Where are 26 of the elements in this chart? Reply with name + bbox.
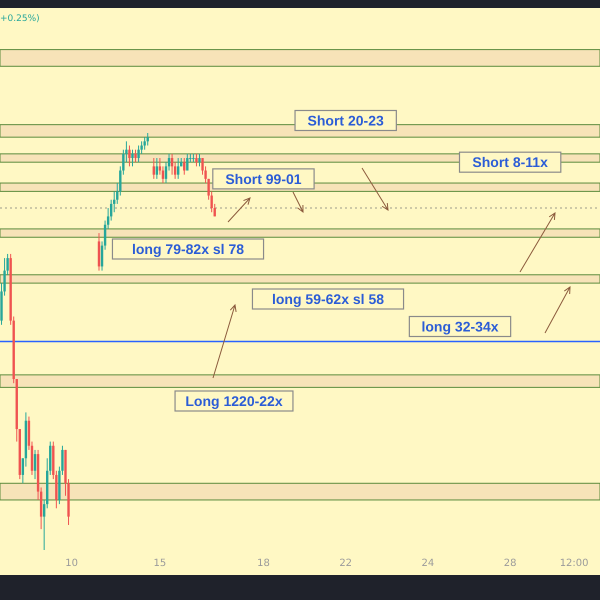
x-tick-label: 28 [504, 558, 517, 569]
candlestick [170, 153, 174, 176]
candlestick [183, 158, 186, 176]
annotation: Long 1220-22x [185, 393, 283, 409]
text: +0.25%) [0, 14, 40, 24]
x-tick-label: 24 [422, 558, 434, 569]
x-tick-label: 18 [257, 558, 270, 569]
candlestick [156, 158, 158, 180]
ref-line-label: long 32-34x [421, 318, 499, 334]
annotation: Short 8-11x [472, 154, 548, 170]
candlestick [186, 153, 189, 172]
annotation: long 59-62x sl 58 [272, 291, 384, 307]
x-tick-label: 22 [339, 558, 352, 569]
candlestick [143, 136, 146, 150]
annotation: Short 99-01 [225, 170, 302, 187]
x-tick-label: 15 [154, 558, 166, 569]
candlestick [128, 145, 131, 167]
candlestick [152, 158, 156, 180]
candlestick [137, 145, 140, 163]
annotation: long 79-82x sl 78 [132, 241, 244, 257]
candlestick [195, 153, 198, 167]
candlestick [176, 158, 180, 180]
annotation: Short 20-23 [308, 112, 384, 128]
candlestick [146, 132, 149, 146]
x-tick-label: 12:00 [560, 558, 589, 569]
x-tick-label: 10 [65, 558, 78, 569]
